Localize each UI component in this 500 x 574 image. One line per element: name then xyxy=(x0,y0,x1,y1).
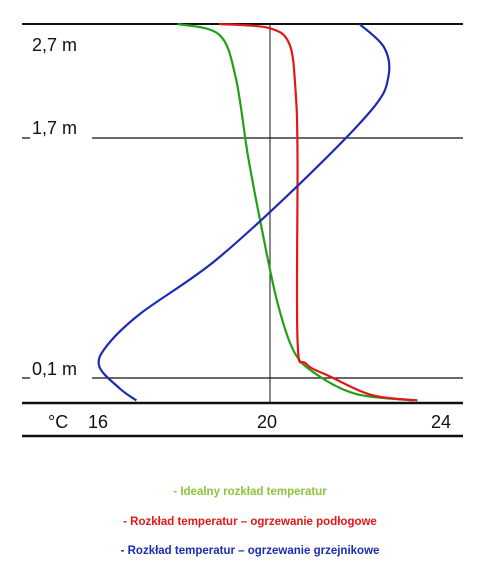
series-curves xyxy=(97,22,418,402)
legend-item-ideal: - Idealny rozkład temperatur xyxy=(173,486,327,498)
y-label-bg-0-1 xyxy=(30,354,92,380)
legend-item-radiator-heating: - Rozkład temperatur – ogrzewanie grzejn… xyxy=(120,545,380,557)
x-tick-label-24: 24 xyxy=(431,412,451,432)
x-tick-label-16: 16 xyxy=(88,412,108,432)
y-label-bg-2-7 xyxy=(30,28,92,56)
legend-item-floor-heating: - Rozkład temperatur – ogrzewanie podłog… xyxy=(123,516,377,528)
y-tick-label-2-7: 2,7 m xyxy=(32,35,77,55)
series-line-idealny-rozk-ad-temperatur xyxy=(177,22,414,402)
y-label-bg-1-7 xyxy=(30,113,92,139)
x-unit-label: °C xyxy=(48,412,68,432)
y-tick-label-0-1: 0,1 m xyxy=(32,359,77,379)
temperature-chart: 2,7 m 1,7 m 0,1 m °C 16 20 24 xyxy=(22,22,463,438)
x-tick-label-20: 20 xyxy=(257,412,277,432)
y-tick-label-1-7: 1,7 m xyxy=(32,118,77,138)
series-line-rozk-ad-temperatur-ogrzewanie-pod-ogowe xyxy=(218,22,418,402)
series-line-rozk-ad-temperatur-ogrzewanie-grzejnikowe xyxy=(97,23,391,402)
